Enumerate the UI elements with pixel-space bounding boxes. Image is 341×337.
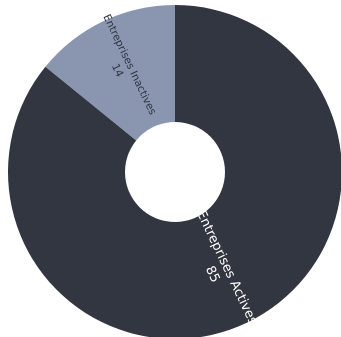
slice-value-label: 14 bbox=[109, 62, 126, 80]
slice-entreprises-actives bbox=[8, 5, 341, 337]
slice-value-label: 85 bbox=[202, 264, 223, 285]
slice-entreprises-inactives bbox=[45, 5, 175, 172]
donut-hole bbox=[125, 122, 225, 222]
slices-group bbox=[8, 5, 341, 337]
